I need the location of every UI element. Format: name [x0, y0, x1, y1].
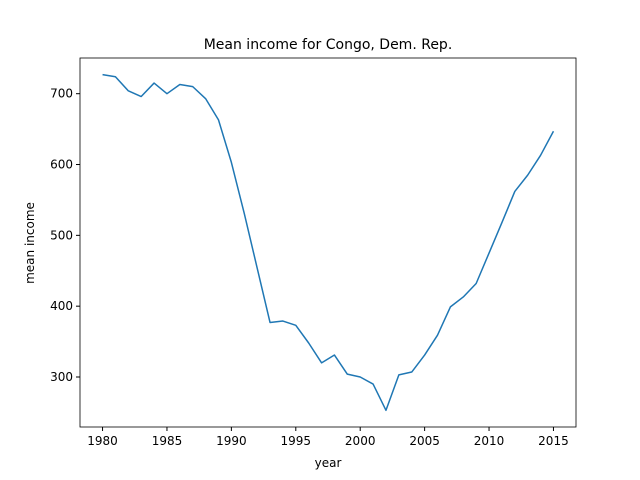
- x-tick-label: 2005: [409, 434, 440, 448]
- x-tick-label: 1995: [281, 434, 312, 448]
- x-axis-label: year: [315, 456, 342, 470]
- axes-frame: [79, 57, 577, 428]
- y-tick-label: 700: [50, 87, 73, 101]
- x-tick-label: 2015: [538, 434, 569, 448]
- x-tick-label: 2000: [345, 434, 376, 448]
- x-tick-label: 2010: [474, 434, 505, 448]
- y-tick-label: 400: [50, 299, 73, 313]
- data-line: [102, 73, 555, 412]
- y-tick-label: 600: [50, 158, 73, 172]
- x-tick-label: 1980: [87, 434, 118, 448]
- y-tick-label: 300: [50, 370, 73, 384]
- y-axis-label: mean income: [23, 202, 37, 284]
- chart-title: Mean income for Congo, Dem. Rep.: [204, 37, 453, 53]
- y-tick-label: 500: [50, 228, 73, 242]
- x-tick-label: 1985: [152, 434, 183, 448]
- x-tick-label: 1990: [216, 434, 247, 448]
